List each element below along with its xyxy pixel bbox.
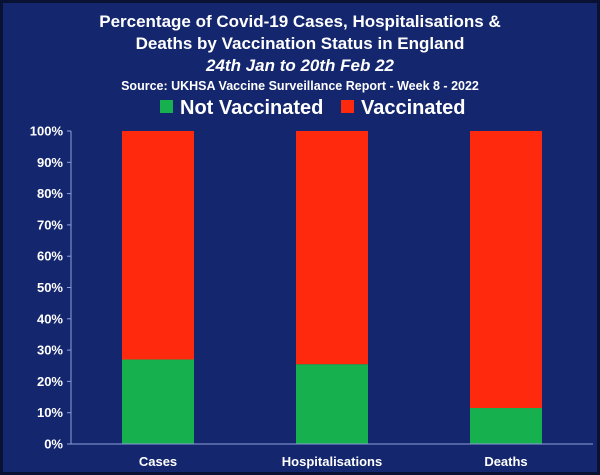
x-axis: Cases Hospitalisations Deaths bbox=[71, 443, 593, 469]
legend-label-0: Not Vaccinated bbox=[180, 97, 323, 119]
x-tick-label: Deaths bbox=[484, 454, 527, 469]
y-tick-label: 20% bbox=[37, 374, 63, 389]
y-tick-label: 10% bbox=[37, 405, 63, 420]
x-tick-label: Hospitalisations bbox=[282, 454, 382, 469]
stacked-bar-chart: Percentage of Covid-19 Cases, Hospitalis… bbox=[30, 12, 593, 469]
x-tick-label: Cases bbox=[139, 454, 177, 469]
y-tick-label: 0% bbox=[44, 437, 63, 452]
chart-subtitle: 24th Jan to 20th Feb 22 bbox=[205, 56, 395, 75]
y-tick-label: 40% bbox=[37, 311, 63, 326]
bar-deaths-vaccinated bbox=[470, 131, 542, 409]
chart-title-line-1: Percentage of Covid-19 Cases, Hospitalis… bbox=[99, 12, 501, 31]
chart-source: Source: UKHSA Vaccine Surveillance Repor… bbox=[121, 79, 479, 93]
bar-cases-not-vaccinated bbox=[122, 359, 194, 444]
legend: Not Vaccinated Vaccinated bbox=[160, 97, 466, 119]
bar-deaths-not-vaccinated bbox=[470, 408, 542, 444]
bars bbox=[122, 131, 542, 444]
bar-hospitalisations-not-vaccinated bbox=[296, 364, 368, 444]
legend-swatch-0 bbox=[160, 100, 173, 113]
bar-cases-vaccinated bbox=[122, 131, 194, 360]
legend-label-1: Vaccinated bbox=[361, 97, 466, 119]
chart-title-line-2: Deaths by Vaccination Status in England bbox=[136, 34, 465, 53]
y-tick-label: 100% bbox=[30, 124, 64, 139]
y-tick-label: 60% bbox=[37, 249, 63, 264]
y-tick-label: 80% bbox=[37, 186, 63, 201]
y-tick-label: 30% bbox=[37, 343, 63, 358]
y-tick-label: 70% bbox=[37, 217, 63, 232]
y-tick-label: 50% bbox=[37, 280, 63, 295]
bar-hospitalisations-vaccinated bbox=[296, 131, 368, 365]
legend-swatch-1 bbox=[341, 100, 354, 113]
y-axis: 0% 10% 20% 30% 40% 50% 60% 70% 80% 90% 100% bbox=[30, 124, 72, 452]
y-tick-label: 90% bbox=[37, 155, 63, 170]
